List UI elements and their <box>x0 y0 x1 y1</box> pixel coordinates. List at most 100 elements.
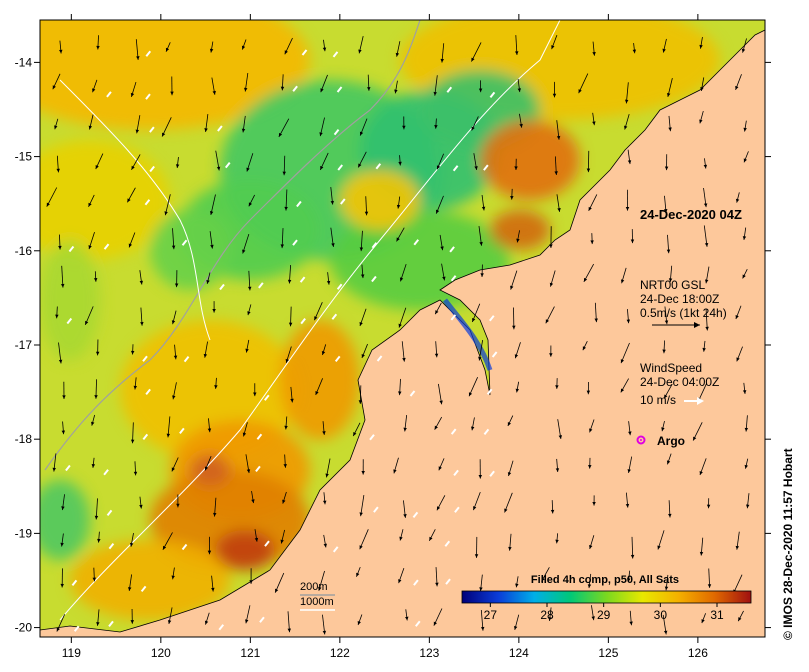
current-vector-head <box>439 400 443 405</box>
wind-vector <box>369 434 375 441</box>
current-vector-head <box>481 206 486 211</box>
current-vector-head <box>353 432 357 437</box>
wind-vector <box>340 198 346 205</box>
current-vector-head <box>164 211 168 216</box>
wind-vector <box>258 282 264 289</box>
current-vector-head <box>130 439 135 444</box>
current-vector-head <box>434 125 438 129</box>
current-vector-head <box>359 512 363 517</box>
current-vector-head <box>514 354 519 359</box>
contour-inner-line <box>59 79 211 341</box>
current-vector-head <box>284 206 288 211</box>
current-vector-head <box>322 431 326 435</box>
wind-vector <box>445 578 451 585</box>
current-vector-head <box>398 323 402 328</box>
wind-vector <box>301 49 308 56</box>
current-vector-head <box>249 580 253 584</box>
current-vector-head <box>166 433 171 438</box>
inlet-cool-water <box>443 298 493 371</box>
current-vector-head <box>212 308 216 313</box>
x-axis: 119 120 121 122 123 124 125 126 <box>62 14 708 660</box>
wind-vector <box>179 427 185 435</box>
current-vector-head <box>662 48 666 53</box>
current-vector-head <box>322 630 327 635</box>
current-vector-head <box>172 395 176 400</box>
current-vector-head <box>55 314 59 319</box>
sst-patch <box>490 210 550 250</box>
wind-vector <box>65 464 71 472</box>
current-vector-head <box>209 48 214 53</box>
current-vector-head <box>632 49 637 54</box>
wind-vector <box>108 543 115 550</box>
current-vector-head <box>92 88 96 93</box>
current-vector-head <box>128 243 133 248</box>
current-vector-head <box>315 390 319 395</box>
current-vector-head <box>435 209 440 214</box>
current-vector-head <box>283 464 287 468</box>
current-vector-head <box>242 432 247 437</box>
wind-vector <box>489 91 496 99</box>
current-vector-head <box>282 499 286 504</box>
wind-vector <box>264 394 270 401</box>
current-vector-head <box>398 161 402 166</box>
current-vector-head <box>513 625 518 630</box>
current-vector-head <box>359 131 364 136</box>
current-vector-head <box>630 239 635 244</box>
current-vector-head <box>130 92 135 97</box>
current-vector-head <box>367 87 371 91</box>
current-vector-head <box>743 127 747 132</box>
current-vector-head <box>131 165 135 170</box>
current-vector-head <box>478 474 483 479</box>
current-vector-head <box>244 87 248 92</box>
current-vector-head <box>703 203 708 208</box>
current-vector-head <box>130 350 135 355</box>
x-tick-label: 121 <box>240 646 260 660</box>
wind-vector <box>73 625 80 632</box>
current-vector-head <box>514 166 518 171</box>
current-vector-head <box>253 392 257 397</box>
wind-vector <box>454 506 460 513</box>
current-vector-head <box>357 620 361 625</box>
wind-vector <box>103 243 110 250</box>
argo-marker-icon <box>636 435 646 445</box>
current-vector-head <box>629 621 633 626</box>
current-vector-head <box>436 165 441 170</box>
current-vector-head <box>60 583 64 588</box>
wind-vector <box>483 428 490 436</box>
wind-vector <box>103 469 109 476</box>
current-vector-head <box>287 628 291 633</box>
y-tick-label: -16 <box>15 244 33 258</box>
current-vector-head <box>61 506 65 511</box>
current-vector-head <box>663 630 668 635</box>
current-vector-head <box>162 545 167 550</box>
current-vector-head <box>735 545 740 550</box>
wind-vector <box>489 470 495 477</box>
wind-vector <box>183 356 190 363</box>
current-vector-head <box>321 351 326 356</box>
current-vector-head <box>91 421 95 426</box>
plot-area <box>40 20 765 637</box>
current-vector-head <box>94 515 99 520</box>
sst-patch <box>70 540 230 620</box>
vector-field <box>46 35 750 635</box>
current-vector-head <box>245 619 249 624</box>
current-vector-head <box>254 537 259 542</box>
current-vector-head <box>204 620 209 625</box>
current-vector-head <box>288 322 293 327</box>
wind-vector <box>255 465 261 472</box>
wind-vector <box>106 91 112 98</box>
current-vector-head <box>171 575 175 580</box>
current-vector-head <box>358 49 362 54</box>
current-vector-head <box>664 586 669 591</box>
current-vector-head <box>173 355 178 360</box>
current-vector-head <box>664 166 669 171</box>
sst-patch <box>215 530 275 570</box>
current-vector-head <box>478 356 482 361</box>
wind-vector <box>66 317 73 325</box>
current-vector-head <box>207 428 212 433</box>
current-vector-head <box>314 316 318 321</box>
current-vector-head <box>555 385 559 389</box>
current-vector-head <box>433 621 437 626</box>
current-vector-head <box>473 506 477 511</box>
current-vector-head <box>429 536 433 541</box>
